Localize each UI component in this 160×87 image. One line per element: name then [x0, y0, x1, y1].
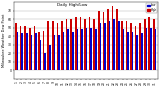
Bar — [145, 28, 147, 70]
Bar — [15, 23, 17, 70]
Bar — [70, 19, 72, 70]
Bar — [58, 35, 60, 70]
Bar — [31, 35, 32, 70]
Bar — [47, 21, 49, 70]
Bar — [136, 35, 138, 70]
Bar — [132, 32, 133, 70]
Bar — [155, 29, 156, 70]
Bar — [141, 33, 143, 70]
Bar — [35, 33, 37, 70]
Bar — [63, 32, 64, 70]
Bar — [44, 53, 46, 70]
Bar — [150, 28, 152, 70]
Bar — [72, 32, 74, 70]
Bar — [144, 19, 145, 70]
Bar — [61, 21, 63, 70]
Bar — [54, 35, 55, 70]
Bar — [121, 21, 123, 70]
Bar — [81, 29, 83, 70]
Bar — [66, 19, 67, 70]
Bar — [118, 21, 120, 70]
Bar — [38, 32, 40, 70]
Bar — [135, 26, 136, 70]
Bar — [123, 29, 124, 70]
Bar — [86, 28, 87, 70]
Bar — [98, 11, 100, 70]
Bar — [93, 19, 95, 70]
Bar — [40, 40, 41, 70]
Bar — [29, 28, 31, 70]
Bar — [17, 32, 18, 70]
Bar — [34, 26, 35, 70]
Bar — [76, 29, 78, 70]
Y-axis label: Milwaukee Weather Dew Point: Milwaukee Weather Dew Point — [2, 14, 6, 67]
Bar — [100, 23, 101, 70]
Bar — [20, 26, 21, 70]
Legend: Low, High: Low, High — [146, 3, 157, 13]
Bar — [113, 19, 115, 70]
Bar — [49, 45, 51, 70]
Bar — [56, 23, 58, 70]
Bar — [116, 9, 118, 70]
Bar — [153, 19, 155, 70]
Bar — [130, 23, 132, 70]
Bar — [75, 17, 76, 70]
Bar — [84, 19, 86, 70]
Bar — [104, 23, 106, 70]
Bar — [90, 28, 92, 70]
Bar — [67, 29, 69, 70]
Bar — [89, 17, 90, 70]
Bar — [24, 26, 26, 70]
Bar — [80, 17, 81, 70]
Bar — [95, 29, 96, 70]
Text: Daily High/Low: Daily High/Low — [57, 3, 87, 7]
Bar — [107, 9, 109, 70]
Bar — [148, 17, 150, 70]
Bar — [139, 23, 141, 70]
Bar — [127, 32, 129, 70]
Bar — [125, 21, 127, 70]
Bar — [109, 21, 110, 70]
Bar — [52, 21, 54, 70]
Bar — [103, 12, 104, 70]
Bar — [112, 6, 113, 70]
Bar — [26, 33, 28, 70]
Bar — [21, 33, 23, 70]
Bar — [43, 31, 44, 70]
